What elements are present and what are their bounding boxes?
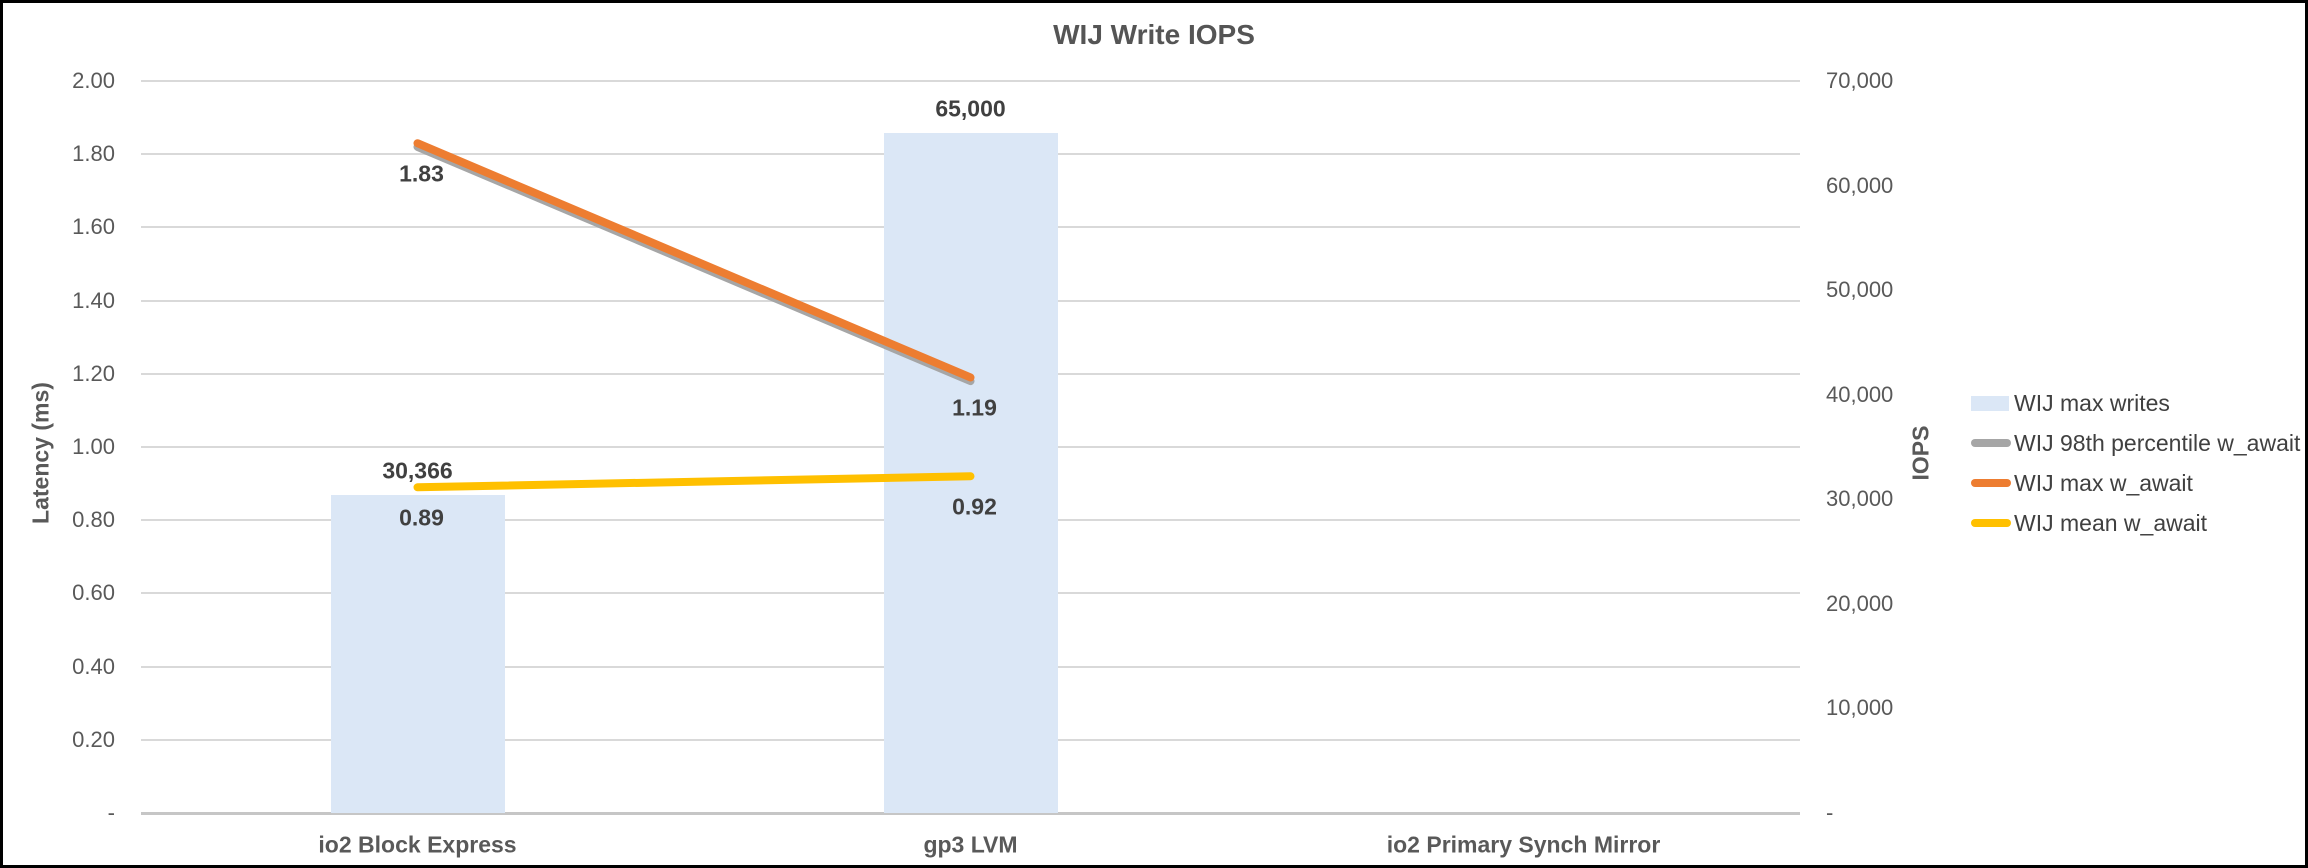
- left-axis-tick-label: 1.20: [72, 360, 115, 386]
- legend-line-swatch: [1971, 519, 2011, 527]
- line-value-label: 0.92: [952, 493, 997, 520]
- left-axis-tick-label: 1.40: [72, 287, 115, 313]
- bar-value-label: 30,366: [382, 457, 453, 484]
- right-axis-tick-label: 10,000: [1826, 695, 1894, 721]
- line-value-label: 0.89: [399, 504, 444, 531]
- line-wij-max-w-await: [413, 139, 975, 382]
- category-label: gp3 LVM: [923, 831, 1018, 858]
- legend-line-swatch: [1971, 439, 2011, 447]
- legend-line-swatch: [1971, 479, 2011, 487]
- gridline: [141, 812, 1800, 815]
- line-series-layer: [413, 139, 975, 492]
- left-axis-tick-label: 0.40: [72, 653, 115, 679]
- right-axis-tick-label: 70,000: [1826, 68, 1894, 93]
- right-axis-title: IOPS: [1907, 425, 1934, 481]
- line-value-label: 1.19: [952, 394, 997, 421]
- legend-label: WIJ mean w_await: [2014, 509, 2208, 536]
- right-axis-tick-label: 40,000: [1826, 381, 1894, 407]
- legend-label: WIJ max writes: [2014, 389, 2170, 416]
- legend-entry: WIJ mean w_await: [1971, 503, 2300, 543]
- legend-bar-swatch: [1971, 395, 2009, 411]
- right-axis-tick-label: 60,000: [1826, 172, 1894, 198]
- left-axis-tick-label: 1.60: [72, 214, 115, 240]
- legend-label: WIJ max w_await: [2014, 469, 2193, 496]
- left-axis-tick-label: 1.80: [72, 141, 115, 167]
- left-axis-tick-label: 0.80: [72, 507, 115, 533]
- legend-entry: WIJ max writes: [1971, 383, 2300, 423]
- legend-label: WIJ 98th percentile w_await: [2014, 429, 2301, 456]
- left-axis-tick-label: 1.00: [72, 434, 115, 459]
- right-axis-tick-label: 30,000: [1826, 486, 1894, 512]
- line-value-label: 1.83: [399, 160, 444, 187]
- right-axis-tick-label: 50,000: [1826, 277, 1894, 303]
- legend: WIJ max writes WIJ 98th percentile w_awai…: [1971, 383, 2300, 543]
- bar-io2-block-express: [330, 495, 505, 813]
- left-axis-tick-label: -: [107, 800, 115, 825]
- left-axis-tick-label: 2.00: [72, 68, 115, 93]
- right-axis-tick-label: 20,000: [1826, 590, 1894, 616]
- category-label: io2 Primary Synch Mirror: [1386, 831, 1661, 858]
- left-axis-tick-label: 0.60: [72, 580, 115, 606]
- plot-area: [141, 80, 1800, 815]
- legend-entry: WIJ 98th percentile w_await: [1971, 423, 2300, 463]
- gridline: [141, 80, 1800, 82]
- line-wij-mean-w-await: [413, 472, 975, 492]
- category-label: io2 Block Express: [318, 831, 517, 858]
- legend-entry: WIJ max w_await: [1971, 463, 2300, 503]
- chart-title: WIJ Write IOPS: [1053, 19, 1255, 50]
- bar-value-label: 65,000: [935, 95, 1006, 122]
- left-axis-tick-label: 0.20: [72, 726, 115, 752]
- right-axis-tick-label: -: [1826, 800, 1834, 825]
